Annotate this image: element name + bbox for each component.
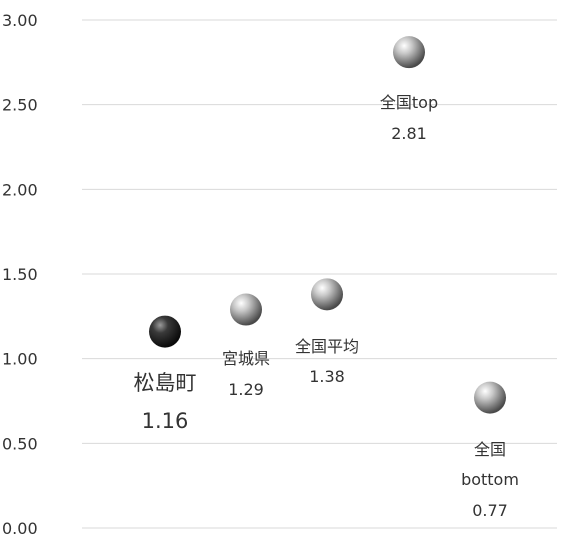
- point-name-label: 松島町: [134, 371, 197, 395]
- point-name-label: 全国平均: [295, 337, 359, 356]
- y-tick-label: 2.00: [2, 180, 38, 199]
- data-point: [230, 293, 262, 326]
- data-point: [311, 278, 343, 311]
- data-points: [149, 36, 506, 414]
- data-labels: 松島町 1.16 宮城県 1.29 全国平均 1.38 全国top 2.81 全国 bottom 0…: [134, 93, 519, 520]
- point-name-label: bottom: [461, 470, 519, 489]
- y-tick-label: 3.00: [2, 11, 38, 30]
- point-name-label: 宮城県: [222, 349, 270, 368]
- point-name-label: 全国: [474, 440, 506, 459]
- data-point: [393, 36, 425, 69]
- point-value-label: 2.81: [391, 124, 427, 143]
- y-axis-ticks: 0.00 0.50 1.00 1.50 2.00 2.50 3.00: [2, 11, 38, 537]
- y-tick-label: 0.00: [2, 519, 38, 537]
- y-tick-label: 1.00: [2, 350, 38, 369]
- data-point: [474, 381, 506, 414]
- point-value-label: 0.77: [472, 501, 508, 520]
- point-value-label: 1.38: [309, 367, 345, 386]
- point-value-label: 1.29: [228, 380, 264, 399]
- y-tick-label: 0.50: [2, 434, 38, 453]
- gridlines: [82, 19, 557, 529]
- point-value-label: 1.16: [142, 409, 189, 433]
- point-name-label: 全国top: [380, 93, 438, 112]
- y-tick-label: 1.50: [2, 265, 38, 284]
- y-tick-label: 2.50: [2, 96, 38, 115]
- data-point: [149, 315, 181, 348]
